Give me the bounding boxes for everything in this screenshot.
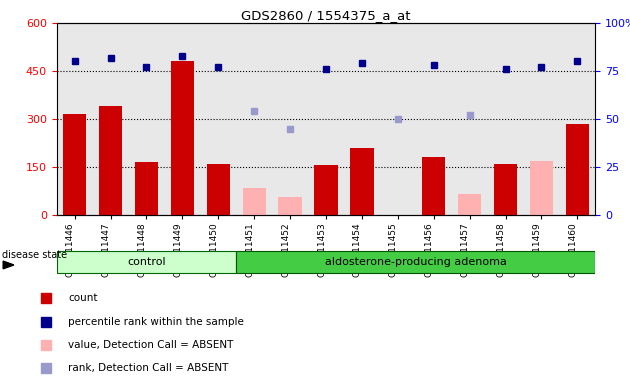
Polygon shape [3, 261, 14, 269]
FancyBboxPatch shape [236, 251, 595, 273]
Bar [350, 148, 374, 215]
Text: percentile rank within the sample: percentile rank within the sample [69, 317, 244, 327]
Text: disease state: disease state [2, 250, 67, 260]
Bar [99, 106, 122, 215]
Bar [278, 197, 302, 215]
Bar [207, 164, 230, 215]
Bar [63, 114, 86, 215]
Bar [494, 164, 517, 215]
Bar [530, 161, 553, 215]
Text: control: control [127, 257, 166, 266]
Text: rank, Detection Call = ABSENT: rank, Detection Call = ABSENT [69, 363, 229, 374]
Bar [243, 188, 266, 215]
Bar [314, 166, 338, 215]
Bar [171, 61, 194, 215]
Bar [422, 157, 445, 215]
Title: GDS2860 / 1554375_a_at: GDS2860 / 1554375_a_at [241, 9, 411, 22]
Text: aldosterone-producing adenoma: aldosterone-producing adenoma [325, 257, 507, 266]
Bar [135, 162, 158, 215]
Bar [458, 194, 481, 215]
FancyBboxPatch shape [57, 251, 236, 273]
Text: count: count [69, 293, 98, 303]
Text: value, Detection Call = ABSENT: value, Detection Call = ABSENT [69, 340, 234, 350]
Bar [566, 124, 589, 215]
